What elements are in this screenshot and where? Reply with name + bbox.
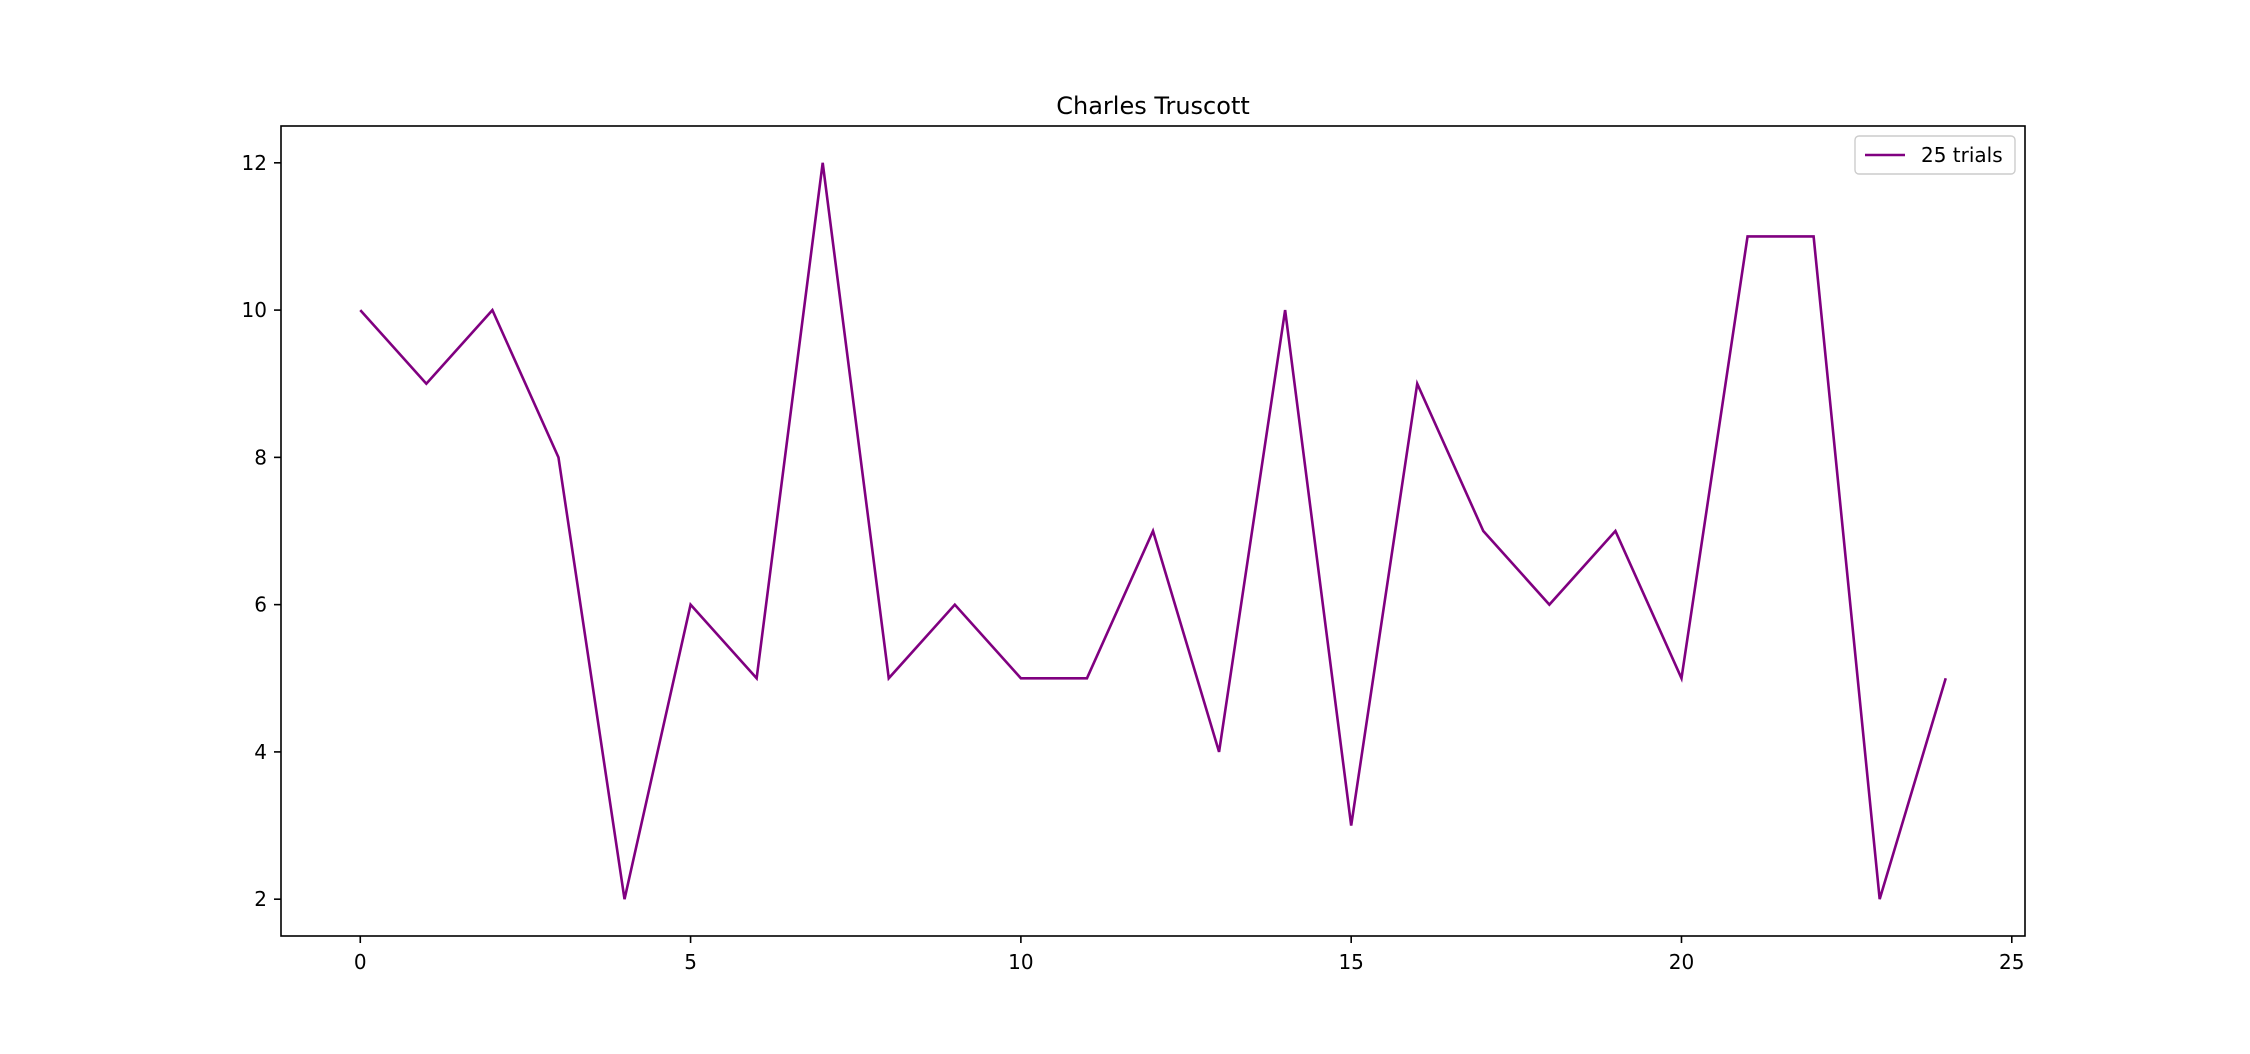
y-tick-label: 4 [254, 740, 267, 764]
y-tick-label: 2 [254, 887, 267, 911]
x-tick-label: 5 [684, 950, 697, 974]
x-tick-label: 20 [1669, 950, 1694, 974]
x-tick-label: 10 [1008, 950, 1033, 974]
axes-frame [280, 125, 2026, 937]
y-tick-label: 6 [254, 593, 267, 617]
x-tick-label: 15 [1338, 950, 1363, 974]
x-tick-label: 0 [354, 950, 367, 974]
x-tick-label: 25 [1999, 950, 2024, 974]
legend: 25 trials [1854, 135, 2016, 175]
plot-area [359, 162, 1947, 900]
legend-box [1854, 135, 2016, 175]
chart-title: Charles Truscott [1056, 92, 1250, 120]
series-line-0 [359, 162, 1947, 900]
axes: 0 5 10 15 20 25 2 4 6 8 10 12 [242, 125, 2026, 974]
y-tick-label: 12 [242, 151, 267, 175]
y-tick-label: 10 [242, 298, 267, 322]
y-tick-label: 8 [254, 445, 267, 469]
legend-label-0: 25 trials [1921, 143, 2003, 167]
